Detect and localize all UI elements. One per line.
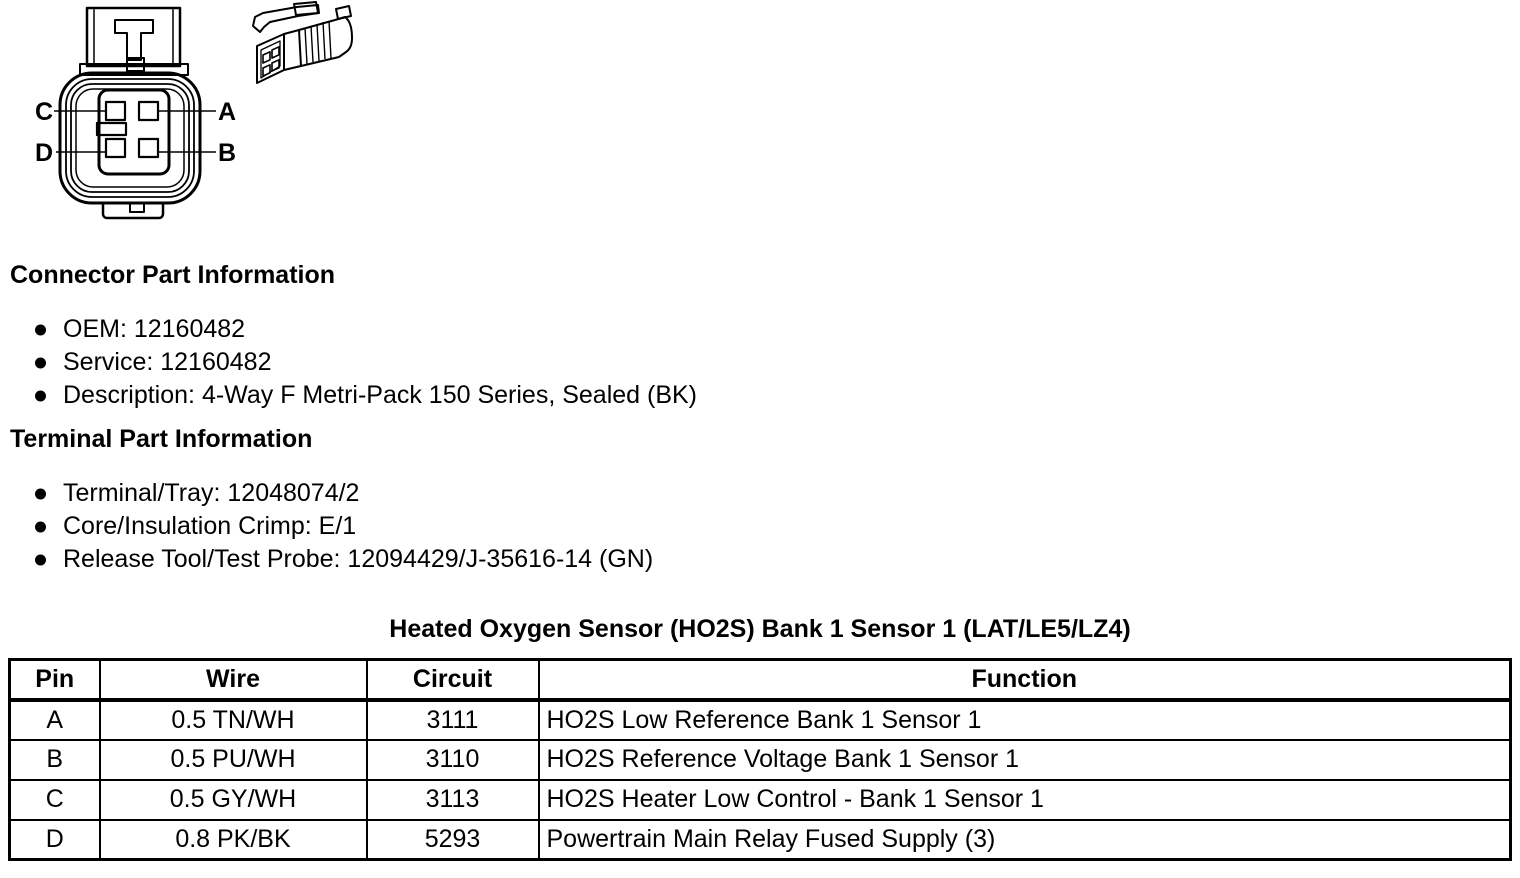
connector-info-list: OEM: 12160482 Service: 12160482 Descript… xyxy=(33,313,697,412)
wire-cell: 0.5 PU/WH xyxy=(98,738,368,781)
terminal-info-heading: Terminal Part Information xyxy=(10,425,313,453)
connector-front-view-diagram xyxy=(58,6,202,220)
table-header-row: Pin Wire Circuit Function xyxy=(8,658,1512,702)
list-item-oem: OEM: 12160482 xyxy=(33,313,697,346)
list-item-core-insulation-crimp: Core/Insulation Crimp: E/1 xyxy=(33,510,653,543)
pin-cell: C xyxy=(8,778,101,821)
pin-cell: B xyxy=(8,738,101,781)
connector-info-heading: Connector Part Information xyxy=(10,261,336,289)
col-header-circuit: Circuit xyxy=(365,658,540,702)
pin-label-a: A xyxy=(218,98,236,126)
pin-leader-lines xyxy=(54,110,216,153)
function-cell: HO2S Reference Voltage Bank 1 Sensor 1 xyxy=(537,738,1512,781)
pin-label-b: B xyxy=(218,139,236,167)
list-item-release-tool-test-probe: Release Tool/Test Probe: 12094429/J-3561… xyxy=(33,543,653,576)
function-cell: Powertrain Main Relay Fused Supply (3) xyxy=(537,818,1512,861)
pin-cell: A xyxy=(8,698,101,741)
table-row-pin-b: B 0.5 PU/WH 3110 HO2S Reference Voltage … xyxy=(8,738,1512,781)
function-cell: HO2S Low Reference Bank 1 Sensor 1 xyxy=(537,698,1512,741)
wire-cell: 0.8 PK/BK xyxy=(98,818,368,861)
pin-label-c: C xyxy=(35,98,53,126)
terminal-info-list: Terminal/Tray: 12048074/2 Core/Insulatio… xyxy=(33,477,653,576)
circuit-cell: 3111 xyxy=(365,698,540,741)
col-header-pin: Pin xyxy=(8,658,101,702)
function-cell: HO2S Heater Low Control - Bank 1 Sensor … xyxy=(537,778,1512,821)
wire-cell: 0.5 TN/WH xyxy=(98,698,368,741)
pin-label-d: D xyxy=(35,139,53,167)
table-row-pin-d: D 0.8 PK/BK 5293 Powertrain Main Relay F… xyxy=(8,818,1512,861)
pin-cell: D xyxy=(8,818,101,861)
table-row-pin-a: A 0.5 TN/WH 3111 HO2S Low Reference Bank… xyxy=(8,698,1512,741)
list-item-terminal-tray: Terminal/Tray: 12048074/2 xyxy=(33,477,653,510)
connector-isometric-view-diagram xyxy=(252,1,353,84)
table-title: Heated Oxygen Sensor (HO2S) Bank 1 Senso… xyxy=(389,615,1131,643)
list-item-description: Description: 4-Way F Metri-Pack 150 Seri… xyxy=(33,379,697,412)
pinout-table: Pin Wire Circuit Function A 0.5 TN/WH 31… xyxy=(8,658,1512,861)
circuit-cell: 3113 xyxy=(365,778,540,821)
wire-cell: 0.5 GY/WH xyxy=(98,778,368,821)
col-header-function: Function xyxy=(537,658,1512,702)
connector-diagrams: C A D B xyxy=(35,1,353,220)
circuit-cell: 5293 xyxy=(365,818,540,861)
circuit-cell: 3110 xyxy=(365,738,540,781)
table-row-pin-c: C 0.5 GY/WH 3113 HO2S Heater Low Control… xyxy=(8,778,1512,821)
list-item-service: Service: 12160482 xyxy=(33,346,697,379)
col-header-wire: Wire xyxy=(98,658,368,702)
